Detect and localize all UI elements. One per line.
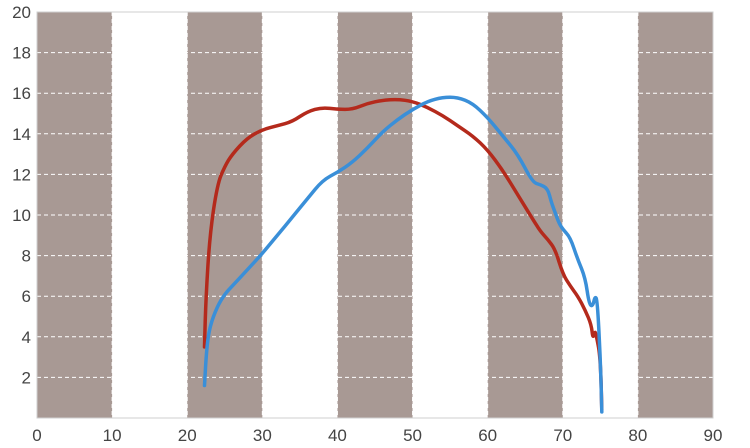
x-tick-label: 30 [253, 426, 272, 445]
y-tick-label: 6 [22, 287, 31, 306]
x-axis-ticks: 0 10 20 30 40 50 60 70 80 90 [32, 426, 722, 445]
y-tick-label: 16 [12, 84, 31, 103]
y-tick-label: 18 [12, 44, 31, 63]
series-line-0 [202, 97, 604, 412]
y-tick-label: 4 [22, 328, 31, 347]
x-tick-label: 20 [178, 426, 197, 445]
series-group [202, 95, 604, 414]
x-tick-label: 10 [103, 426, 122, 445]
y-tick-label: 10 [12, 206, 31, 225]
y-tick-label: 14 [12, 125, 31, 144]
y-tick-label: 8 [22, 247, 31, 266]
x-tick-label: 60 [478, 426, 497, 445]
y-axis-ticks: 2 4 6 8 10 12 14 16 18 20 [12, 3, 31, 387]
series-line-1 [202, 95, 604, 414]
x-tick-label: 70 [553, 426, 572, 445]
x-tick-label: 80 [628, 426, 647, 445]
plot-frame [36, 11, 714, 419]
x-tick-label: 90 [704, 426, 723, 445]
x-tick-label: 40 [328, 426, 347, 445]
x-tick-label: 50 [403, 426, 422, 445]
y-tick-label: 20 [12, 3, 31, 22]
y-tick-label: 12 [12, 165, 31, 184]
y-tick-label: 2 [22, 368, 31, 387]
x-tick-label: 0 [32, 426, 41, 445]
